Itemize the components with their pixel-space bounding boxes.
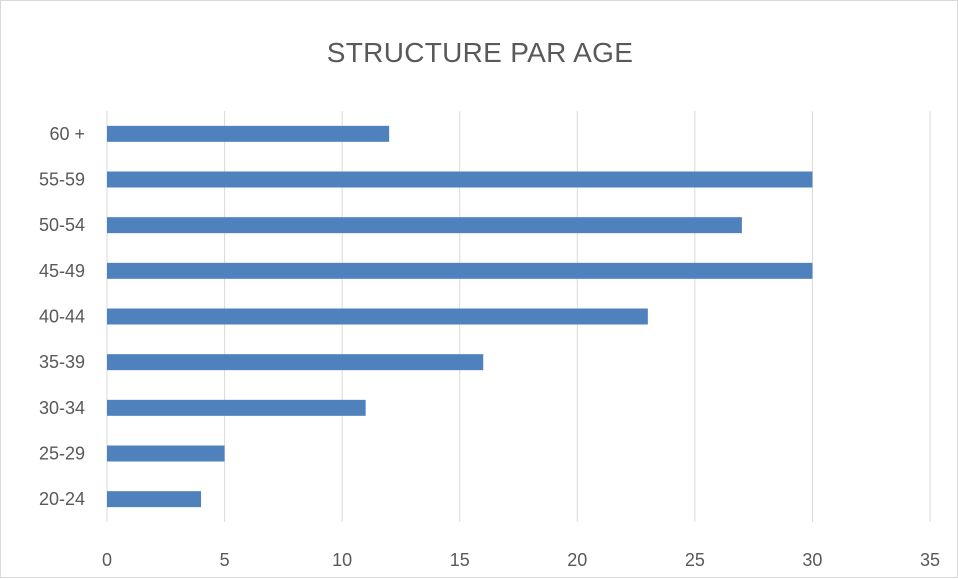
- bar: [107, 491, 202, 508]
- bar: [107, 308, 648, 325]
- y-tick-label: 55-59: [39, 170, 85, 190]
- chart-title: STRUCTURE PAR AGE: [326, 37, 634, 68]
- y-tick-label: 60 +: [49, 124, 85, 144]
- x-tick-label: 25: [685, 550, 705, 570]
- y-tick-label: 40-44: [39, 307, 85, 327]
- bar: [107, 399, 366, 416]
- y-tick-label: 35-39: [39, 352, 85, 372]
- y-tick-label: 30-34: [39, 398, 85, 418]
- x-tick-label: 30: [802, 550, 822, 570]
- x-tick-label: 20: [567, 550, 587, 570]
- bar: [107, 262, 813, 279]
- x-tick-label: 35: [920, 550, 940, 570]
- bar: [107, 125, 390, 142]
- y-tick-label: 50-54: [39, 215, 85, 235]
- bar: [107, 354, 484, 371]
- bar: [107, 171, 813, 188]
- x-tick-label: 10: [332, 550, 352, 570]
- y-tick-label: 45-49: [39, 261, 85, 281]
- y-tick-label: 20-24: [39, 489, 85, 509]
- x-tick-label: 0: [102, 550, 112, 570]
- x-tick-label: 15: [450, 550, 470, 570]
- y-tick-label: 25-29: [39, 444, 85, 464]
- bar: [107, 445, 225, 462]
- bar: [107, 217, 742, 234]
- x-tick-label: 5: [220, 550, 230, 570]
